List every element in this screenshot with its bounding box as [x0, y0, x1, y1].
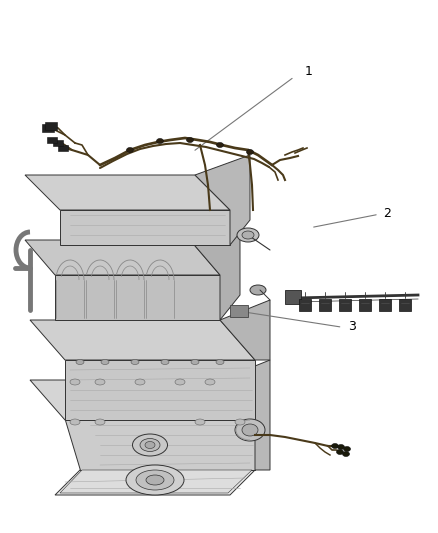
Polygon shape: [65, 420, 255, 470]
Polygon shape: [220, 300, 270, 360]
Ellipse shape: [136, 470, 174, 490]
Ellipse shape: [146, 475, 164, 485]
Bar: [53, 140, 63, 146]
Ellipse shape: [191, 359, 199, 365]
Ellipse shape: [145, 441, 155, 448]
Ellipse shape: [135, 379, 145, 385]
Ellipse shape: [336, 449, 343, 455]
Bar: [58, 145, 68, 151]
Ellipse shape: [343, 447, 350, 451]
Bar: [399, 299, 411, 311]
Ellipse shape: [140, 439, 160, 451]
Bar: [339, 299, 351, 311]
Text: 1: 1: [304, 66, 312, 78]
Ellipse shape: [156, 139, 163, 143]
Text: 3: 3: [348, 320, 356, 333]
Ellipse shape: [250, 285, 266, 295]
Bar: [299, 299, 311, 311]
Bar: [47, 137, 57, 143]
Ellipse shape: [235, 419, 245, 425]
Polygon shape: [195, 155, 250, 245]
Ellipse shape: [126, 465, 184, 495]
Ellipse shape: [343, 451, 350, 456]
Ellipse shape: [247, 149, 254, 155]
Ellipse shape: [242, 231, 254, 239]
Polygon shape: [25, 240, 220, 275]
Ellipse shape: [101, 359, 109, 365]
Bar: [285, 290, 301, 304]
Ellipse shape: [70, 419, 80, 425]
Bar: [42, 124, 54, 132]
Ellipse shape: [242, 424, 258, 436]
Ellipse shape: [127, 148, 134, 152]
Ellipse shape: [187, 138, 194, 142]
Bar: [379, 299, 391, 311]
Ellipse shape: [205, 379, 215, 385]
Ellipse shape: [161, 359, 169, 365]
Polygon shape: [25, 175, 230, 210]
Polygon shape: [30, 380, 255, 420]
Ellipse shape: [76, 359, 84, 365]
Ellipse shape: [195, 419, 205, 425]
Ellipse shape: [133, 434, 167, 456]
Polygon shape: [65, 360, 255, 420]
Polygon shape: [60, 470, 252, 493]
Ellipse shape: [216, 359, 224, 365]
Ellipse shape: [235, 419, 265, 441]
Ellipse shape: [332, 443, 339, 448]
Bar: [359, 299, 371, 311]
Ellipse shape: [237, 228, 259, 242]
Ellipse shape: [95, 379, 105, 385]
Polygon shape: [55, 470, 255, 495]
Polygon shape: [30, 320, 255, 360]
Polygon shape: [190, 225, 240, 320]
Ellipse shape: [131, 359, 139, 365]
Ellipse shape: [95, 419, 105, 425]
Ellipse shape: [216, 142, 223, 148]
Bar: [45, 122, 57, 130]
Ellipse shape: [175, 379, 185, 385]
Ellipse shape: [338, 445, 345, 449]
Polygon shape: [220, 360, 270, 470]
Polygon shape: [55, 275, 220, 320]
Text: 2: 2: [383, 207, 391, 220]
Ellipse shape: [70, 379, 80, 385]
Polygon shape: [60, 210, 230, 245]
Bar: [230, 305, 248, 317]
Bar: [319, 299, 331, 311]
